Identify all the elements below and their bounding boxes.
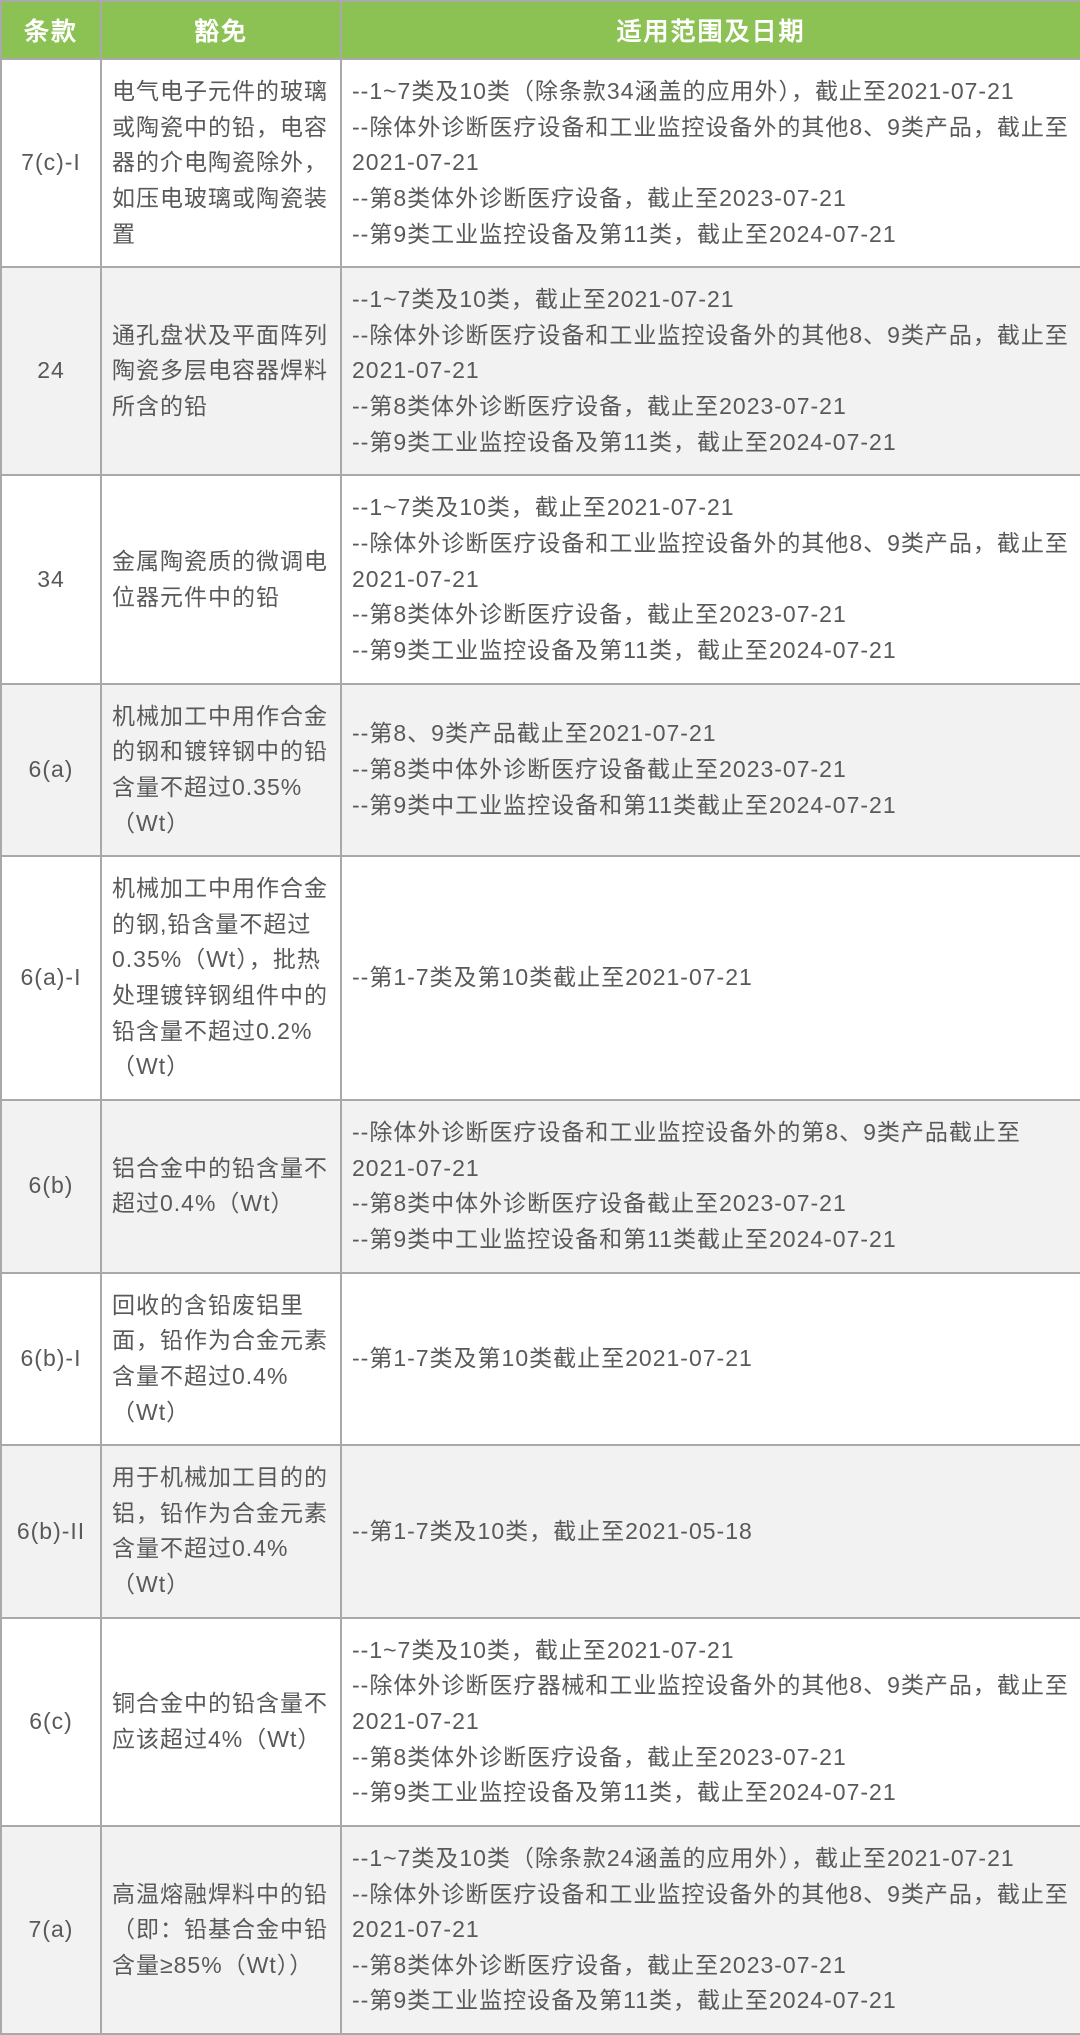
- cell-clause: 7(a): [1, 1826, 101, 2034]
- exemption-table: 条款 豁免 适用范围及日期 7(c)-I电气电子元件的玻璃或陶瓷中的铅，电容器的…: [0, 0, 1080, 2035]
- scope-line: --除体外诊断医疗设备和工业监控设备外的其他8、9类产品，截止至2021-07-…: [352, 526, 1070, 597]
- scope-line: --第1-7类及第10类截止至2021-07-21: [352, 960, 1070, 996]
- table-row: 7(a)高温熔融焊料中的铅（即：铅基合金中铅含量≥85%（Wt））--1~7类及…: [1, 1826, 1080, 2034]
- cell-scope: --除体外诊断医疗设备和工业监控设备外的第8、9类产品截止至2021-07-21…: [341, 1100, 1080, 1273]
- table-row: 6(a)-I机械加工中用作合金的钢,铅含量不超过0.35%（Wt），批热处理镀锌…: [1, 856, 1080, 1100]
- col-header-clause: 条款: [1, 1, 101, 59]
- scope-line: --第9类中工业监控设备和第11类截止至2024-07-21: [352, 788, 1070, 824]
- scope-line: --1~7类及10类（除条款24涵盖的应用外），截止至2021-07-21: [352, 1841, 1070, 1877]
- cell-scope: --1~7类及10类，截止至2021-07-21--除体外诊断医疗器械和工业监控…: [341, 1618, 1080, 1826]
- table-header-row: 条款 豁免 适用范围及日期: [1, 1, 1080, 59]
- cell-exempt: 回收的含铅废铝里面，铅作为合金元素含量不超过0.4%（Wt）: [101, 1273, 341, 1446]
- scope-line: --1~7类及10类，截止至2021-07-21: [352, 1633, 1070, 1669]
- cell-scope: --1~7类及10类，截止至2021-07-21--除体外诊断医疗设备和工业监控…: [341, 267, 1080, 475]
- cell-clause: 6(c): [1, 1618, 101, 1826]
- scope-line: --第8类体外诊断医疗设备，截止至2023-07-21: [352, 597, 1070, 633]
- table-row: 24通孔盘状及平面阵列陶瓷多层电容器焊料所含的铅--1~7类及10类，截止至20…: [1, 267, 1080, 475]
- cell-exempt: 通孔盘状及平面阵列陶瓷多层电容器焊料所含的铅: [101, 267, 341, 475]
- scope-line: --第9类工业监控设备及第11类，截止至2024-07-21: [352, 425, 1070, 461]
- scope-line: --第9类工业监控设备及第11类，截止至2024-07-21: [352, 1983, 1070, 2019]
- table-row: 6(c)铜合金中的铅含量不应该超过4%（Wt）--1~7类及10类，截止至202…: [1, 1618, 1080, 1826]
- scope-line: --第8类中体外诊断医疗设备截止至2023-07-21: [352, 752, 1070, 788]
- scope-line: --第9类中工业监控设备和第11类截止至2024-07-21: [352, 1222, 1070, 1258]
- col-header-scope: 适用范围及日期: [341, 1, 1080, 59]
- cell-clause: 24: [1, 267, 101, 475]
- scope-line: --除体外诊断医疗器械和工业监控设备外的其他8、9类产品，截止至2021-07-…: [352, 1668, 1070, 1739]
- cell-exempt: 金属陶瓷质的微调电位器元件中的铅: [101, 475, 341, 683]
- scope-line: --除体外诊断医疗设备和工业监控设备外的其他8、9类产品，截止至2021-07-…: [352, 110, 1070, 181]
- cell-scope: --第1-7类及第10类截止至2021-07-21: [341, 856, 1080, 1100]
- cell-exempt: 铜合金中的铅含量不应该超过4%（Wt）: [101, 1618, 341, 1826]
- scope-line: --1~7类及10类，截止至2021-07-21: [352, 490, 1070, 526]
- scope-line: --除体外诊断医疗设备和工业监控设备外的其他8、9类产品，截止至2021-07-…: [352, 1877, 1070, 1948]
- scope-line: --第9类工业监控设备及第11类，截止至2024-07-21: [352, 633, 1070, 669]
- cell-clause: 6(a)-I: [1, 856, 101, 1100]
- scope-line: --第1-7类及第10类截止至2021-07-21: [352, 1341, 1070, 1377]
- table-row: 6(b)-I回收的含铅废铝里面，铅作为合金元素含量不超过0.4%（Wt） --第1…: [1, 1273, 1080, 1446]
- cell-scope: --1~7类及10类，截止至2021-07-21--除体外诊断医疗设备和工业监控…: [341, 475, 1080, 683]
- scope-line: --第8类体外诊断医疗设备，截止至2023-07-21: [352, 1740, 1070, 1776]
- scope-line: --第8类体外诊断医疗设备，截止至2023-07-21: [352, 181, 1070, 217]
- cell-scope: --第1-7类及第10类截止至2021-07-21: [341, 1273, 1080, 1446]
- col-header-exempt: 豁免: [101, 1, 341, 59]
- scope-line: --第9类工业监控设备及第11类，截止至2024-07-21: [352, 1775, 1070, 1811]
- cell-scope: --第8、9类产品截止至2021-07-21--第8类中体外诊断医疗设备截止至2…: [341, 684, 1080, 857]
- cell-clause: 34: [1, 475, 101, 683]
- cell-exempt: 机械加工中用作合金的钢和镀锌钢中的铅含量不超过0.35%（Wt）: [101, 684, 341, 857]
- scope-line: --第8、9类产品截止至2021-07-21: [352, 716, 1070, 752]
- table-row: 6(b)铝合金中的铅含量不超过0.4%（Wt）--除体外诊断医疗设备和工业监控设…: [1, 1100, 1080, 1273]
- scope-line: --1~7类及10类（除条款34涵盖的应用外），截止至2021-07-21: [352, 74, 1070, 110]
- cell-clause: 6(b)-II: [1, 1445, 101, 1618]
- cell-clause: 6(b)-I: [1, 1273, 101, 1446]
- cell-exempt: 机械加工中用作合金的钢,铅含量不超过0.35%（Wt），批热处理镀锌钢组件中的铅…: [101, 856, 341, 1100]
- cell-scope: --1~7类及10类（除条款24涵盖的应用外），截止至2021-07-21--除…: [341, 1826, 1080, 2034]
- scope-line: --第1-7类及10类，截止至2021-05-18: [352, 1514, 1070, 1550]
- scope-line: --第9类工业监控设备及第11类，截止至2024-07-21: [352, 217, 1070, 253]
- cell-clause: 7(c)-I: [1, 59, 101, 267]
- scope-line: --第8类体外诊断医疗设备，截止至2023-07-21: [352, 389, 1070, 425]
- scope-line: --除体外诊断医疗设备和工业监控设备外的第8、9类产品截止至2021-07-21: [352, 1115, 1070, 1186]
- cell-exempt: 电气电子元件的玻璃或陶瓷中的铅，电容器的介电陶瓷除外，如压电玻璃或陶瓷装置: [101, 59, 341, 267]
- scope-line: --1~7类及10类，截止至2021-07-21: [352, 282, 1070, 318]
- table-body: 7(c)-I电气电子元件的玻璃或陶瓷中的铅，电容器的介电陶瓷除外，如压电玻璃或陶…: [1, 59, 1080, 2034]
- table-row: 7(c)-I电气电子元件的玻璃或陶瓷中的铅，电容器的介电陶瓷除外，如压电玻璃或陶…: [1, 59, 1080, 267]
- cell-exempt: 高温熔融焊料中的铅（即：铅基合金中铅含量≥85%（Wt））: [101, 1826, 341, 2034]
- cell-clause: 6(a): [1, 684, 101, 857]
- scope-line: --第8类中体外诊断医疗设备截止至2023-07-21: [352, 1186, 1070, 1222]
- cell-scope: --1~7类及10类（除条款34涵盖的应用外），截止至2021-07-21--除…: [341, 59, 1080, 267]
- cell-scope: --第1-7类及10类，截止至2021-05-18: [341, 1445, 1080, 1618]
- scope-line: --第8类体外诊断医疗设备，截止至2023-07-21: [352, 1948, 1070, 1984]
- scope-line: --除体外诊断医疗设备和工业监控设备外的其他8、9类产品，截止至2021-07-…: [352, 318, 1070, 389]
- table-row: 34金属陶瓷质的微调电位器元件中的铅--1~7类及10类，截止至2021-07-…: [1, 475, 1080, 683]
- cell-clause: 6(b): [1, 1100, 101, 1273]
- table-row: 6(b)-II用于机械加工目的的铝，铅作为合金元素含量不超过0.4%（Wt） --…: [1, 1445, 1080, 1618]
- cell-exempt: 铝合金中的铅含量不超过0.4%（Wt）: [101, 1100, 341, 1273]
- cell-exempt: 用于机械加工目的的铝，铅作为合金元素含量不超过0.4%（Wt）: [101, 1445, 341, 1618]
- table-row: 6(a)机械加工中用作合金的钢和镀锌钢中的铅含量不超过0.35%（Wt）--第8…: [1, 684, 1080, 857]
